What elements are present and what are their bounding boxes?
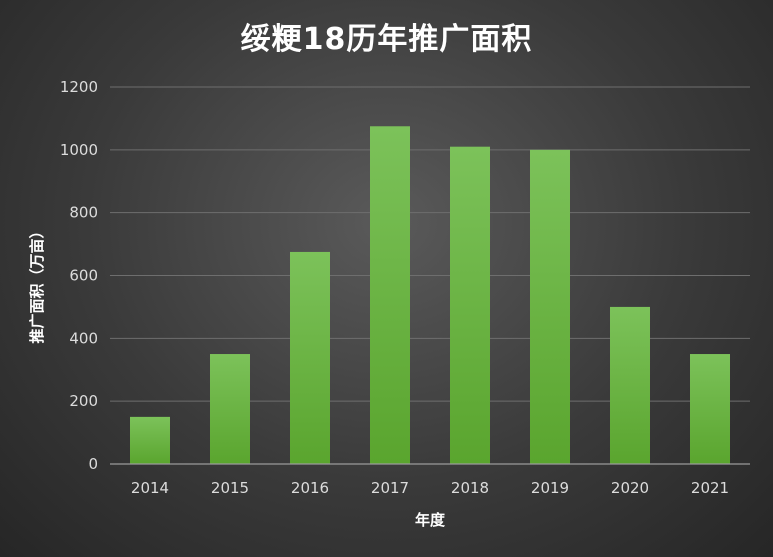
x-tick-label: 2015 (211, 479, 249, 497)
x-axis-title: 年度 (415, 511, 446, 529)
x-tick-label: 2020 (611, 479, 649, 497)
y-tick-label: 1200 (60, 78, 98, 96)
y-tick-label: 800 (69, 204, 98, 222)
x-tick-label: 2021 (691, 479, 729, 497)
y-tick-label: 1000 (60, 141, 98, 159)
y-axis-ticks: 0 200 400 600 800 1000 1200 (60, 78, 98, 473)
y-tick-label: 0 (88, 455, 98, 473)
bars (130, 126, 730, 465)
x-tick-label: 2017 (371, 479, 409, 497)
y-tick-label: 200 (69, 392, 98, 410)
bar-2014 (130, 416, 170, 464)
x-axis-ticks: 2014 2015 2016 2017 2018 2019 2020 2021 (131, 479, 729, 497)
y-tick-label: 400 (69, 329, 98, 347)
bar-2021 (690, 354, 730, 464)
x-tick-label: 2019 (531, 479, 569, 497)
bar-2018 (450, 146, 490, 465)
gridlines (110, 86, 750, 402)
x-tick-label: 2014 (131, 479, 169, 497)
x-tick-label: 2016 (291, 479, 329, 497)
bar-2019 (530, 149, 570, 465)
x-tick-label: 2018 (451, 479, 489, 497)
y-tick-label: 600 (69, 267, 98, 285)
chart-title: 绥粳18历年推广面积 (240, 22, 533, 57)
bar-2016 (290, 251, 330, 464)
bar-2015 (210, 354, 250, 464)
bar-2017 (370, 126, 410, 464)
bar-2020 (610, 306, 650, 464)
y-axis-title: 推广面积（万亩） (28, 223, 46, 343)
